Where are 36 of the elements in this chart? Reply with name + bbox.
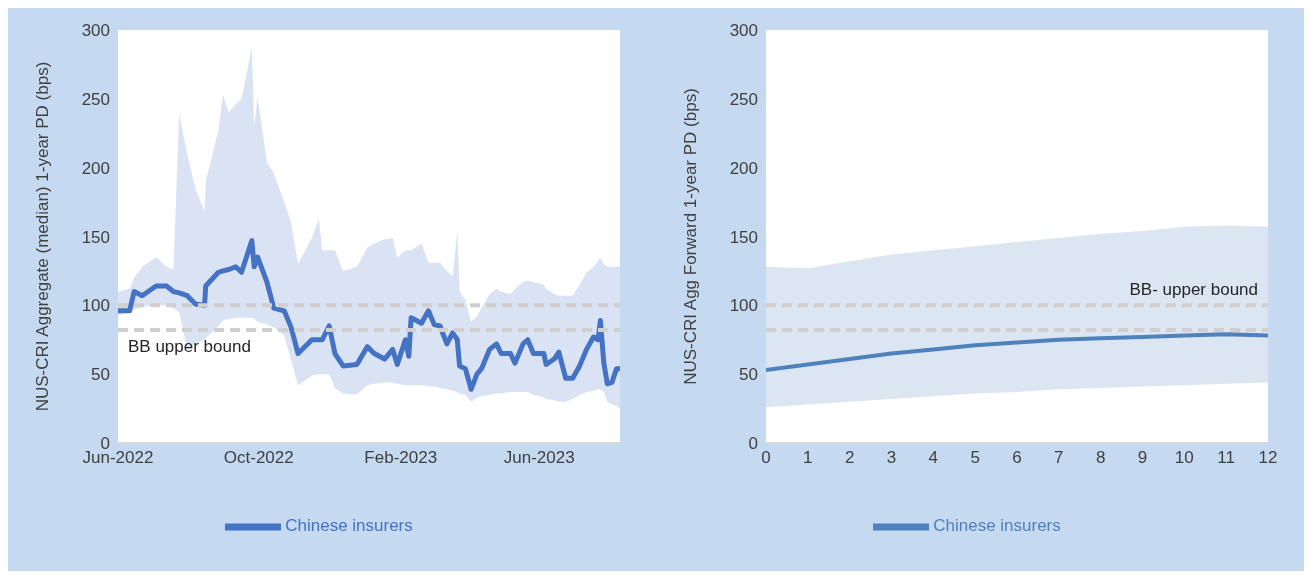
y-tick-label: 250 (729, 89, 758, 109)
x-tick-label: Oct-2022 (223, 448, 294, 468)
x-tick-label: 0 (761, 448, 771, 468)
x-tick-label: 6 (1012, 448, 1022, 468)
x-tick-label: 8 (1095, 448, 1106, 468)
x-tick-label: 5 (970, 448, 980, 468)
ref-line-label: BB upper bound (128, 337, 251, 357)
x-tick-label: 12 (1258, 448, 1278, 468)
y-tick-label: 250 (81, 89, 110, 109)
x-tick-label: 4 (928, 448, 939, 468)
x-tick-label: Jun-2023 (503, 448, 575, 468)
x-tick-label: 10 (1174, 448, 1194, 468)
y-tick-label: 50 (739, 365, 758, 385)
y-axis-title: NUS-CRI Agg Forward 1-year PD (bps) (681, 88, 701, 385)
legend-label: Chinese insurers (285, 516, 413, 536)
y-tick-label: 150 (81, 227, 110, 247)
x-tick-label: 7 (1054, 448, 1064, 468)
y-tick-label: 100 (729, 296, 758, 316)
y-tick-label: 200 (729, 158, 758, 178)
ref-line-label: BB- upper bound (1129, 280, 1258, 300)
y-tick-label: 300 (729, 21, 758, 41)
y-tick-label: 300 (81, 21, 110, 41)
x-tick-label: 9 (1137, 448, 1148, 468)
y-axis-title: NUS-CRI Aggregate (median) 1-year PD (bps) (33, 61, 53, 412)
y-tick-label: 100 (81, 296, 110, 316)
y-tick-label: 150 (729, 227, 758, 247)
y-tick-label: 200 (81, 158, 110, 178)
x-tick-label: Feb-2023 (364, 448, 438, 468)
x-tick-label: 1 (803, 448, 813, 468)
line-series (766, 332, 1268, 373)
x-tick-label: 11 (1217, 448, 1235, 468)
x-tick-label: 3 (886, 448, 897, 468)
x-tick-label: 2 (844, 448, 855, 468)
y-tick-label: 0 (748, 434, 758, 454)
y-tick-label: 50 (91, 365, 110, 385)
legend-label: Chinese insurers (933, 516, 1061, 536)
